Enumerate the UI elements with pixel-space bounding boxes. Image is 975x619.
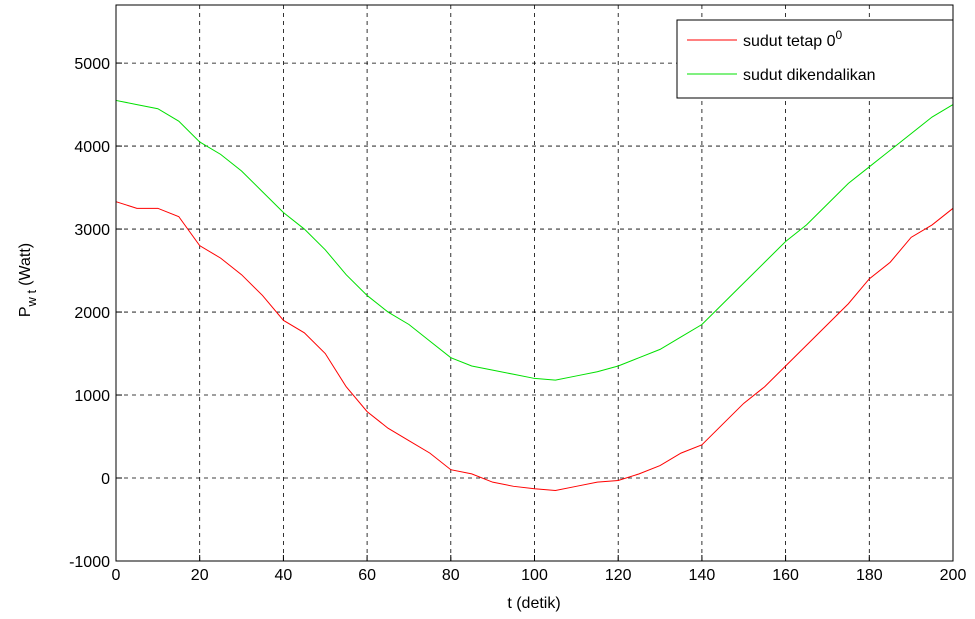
x-tick-label: 100 xyxy=(521,567,548,584)
y-axis-label-text: Pw t (Watt) xyxy=(17,243,39,317)
y-tick-label: 2000 xyxy=(74,305,110,322)
x-tick-label: 180 xyxy=(856,567,883,584)
y-label-main: P xyxy=(17,306,34,317)
y-tick-label: 4000 xyxy=(74,139,110,156)
y-tick-label: 0 xyxy=(101,471,110,488)
x-tick-label: 200 xyxy=(940,567,967,584)
legend-label: sudut dikendalikan xyxy=(743,67,876,84)
y-tick-label: 5000 xyxy=(74,56,110,73)
y-label-sub: w t xyxy=(24,289,39,307)
x-tick-label: 60 xyxy=(358,567,376,584)
y-tick-label: 3000 xyxy=(74,222,110,239)
x-tick-label: 80 xyxy=(442,567,460,584)
legend-name: sudut dikendalikan xyxy=(743,67,876,84)
y-axis-label: Pw t (Watt) xyxy=(17,243,39,317)
x-tick-label: 0 xyxy=(112,567,121,584)
y-tick-label: -1000 xyxy=(69,554,110,571)
x-tick-label: 20 xyxy=(191,567,209,584)
line-series xyxy=(115,99,954,381)
y-tick-label: 1000 xyxy=(74,388,110,405)
y-label-unit: (Watt) xyxy=(17,243,34,286)
x-tick-label: 160 xyxy=(772,567,799,584)
legend-box xyxy=(676,19,954,99)
x-axis-label: t (detik) xyxy=(507,595,560,612)
x-tick-label: 140 xyxy=(689,567,716,584)
plot-frame xyxy=(115,4,954,562)
x-tick-label: 120 xyxy=(605,567,632,584)
legend-name: sudut tetap 0 xyxy=(743,33,836,50)
x-tick-label: 40 xyxy=(275,567,293,584)
legend-sup: 0 xyxy=(836,28,843,42)
line-series xyxy=(115,201,954,491)
legend-label: sudut tetap 00 xyxy=(743,28,843,50)
